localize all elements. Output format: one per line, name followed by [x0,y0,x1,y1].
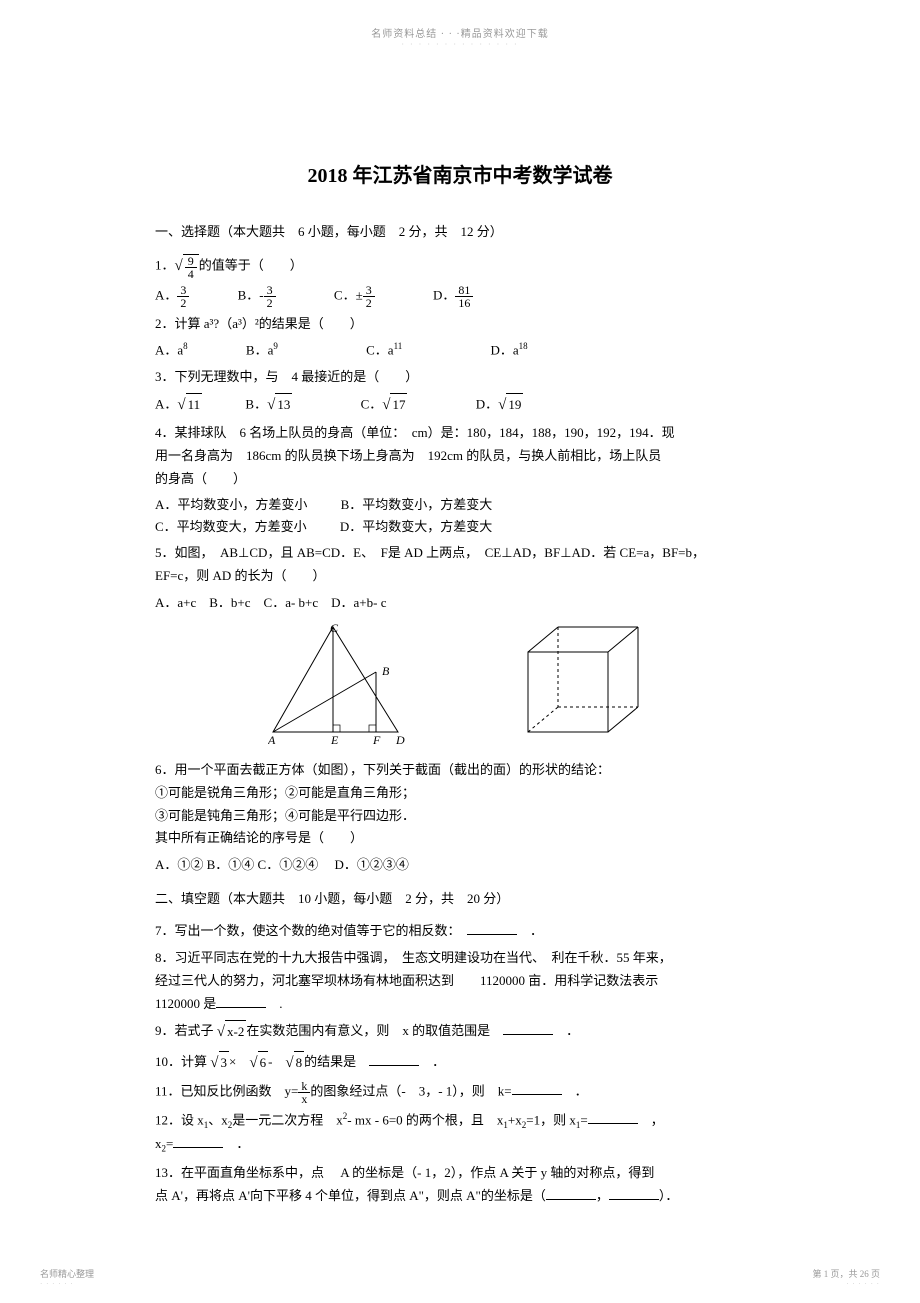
q1-opt-a: A．32 [155,284,189,309]
q5-options: A．a+c B．b+c C．a- b+c D．a+b- c [155,592,765,614]
question-4: 4．某排球队 6 名场上队员的身高（单位： cm）是：180，184，188，1… [155,422,765,490]
question-6: 6．用一个平面去截正方体（如图），下列关于截面（截出的面）的形状的结论： ①可能… [155,759,765,850]
blank-field [546,1187,596,1200]
q4-opt-a: A．平均数变小，方差变小 [155,497,307,512]
q3-options: A．11 B．13 C．17 D．19 [155,393,765,419]
question-5: 5．如图， AB⊥CD，且 AB=CD．E、 F是 AD 上两点， CE⊥AD，… [155,542,765,588]
q1-opt-b: B．-32 [238,284,276,309]
content-area: 2018 年江苏省南京市中考数学试卷 一、选择题（本大题共 6 小题，每小题 2… [0,49,920,1207]
question-11: 11．已知反比例函数 y=kx的图象经过点（- 3，- 1），则 k= ． [155,1080,765,1105]
footer-left: 名师精心整理 [40,1267,94,1280]
q2-opt-b: B．a9 [246,339,278,361]
question-9: 9．若式子 x-2在实数范围内有意义，则 x 的取值范围是 ． [155,1019,765,1045]
question-7: 7．写出一个数，使这个数的绝对值等于它的相反数： ． [155,920,765,943]
blank-field [369,1053,419,1066]
svg-text:E: E [330,733,339,747]
q2-opt-c: C．a11 [366,339,402,361]
question-10: 10．计算 3× 6- 8的结果是 ． [155,1050,765,1076]
q2-opt-d: D．a18 [491,339,528,361]
svg-text:C: C [330,622,339,635]
page-title: 2018 年江苏省南京市中考数学试卷 [155,159,765,193]
svg-text:B: B [382,664,390,678]
q1-stem-prefix: 1． [155,257,175,272]
q4-options: A．平均数变小，方差变小 B．平均数变小，方差变大 C．平均数变大，方差变小 D… [155,494,765,538]
footer-dots-left: · · · · · · [40,1280,94,1288]
svg-text:F: F [372,733,381,747]
blank-field [503,1022,553,1035]
footer-right: 第 1 页，共 26 页 [812,1267,880,1280]
q1-opt-d: D．8116 [433,284,473,309]
section2-header: 二、填空题（本大题共 10 小题，每小题 2 分，共 20 分） [155,888,765,910]
q2-options: A．a8 B．a9 C．a11 D．a18 [155,339,765,361]
blank-field [173,1135,223,1148]
q1-options: A．32 B．-32 C．±32 D．8116 [155,284,765,309]
question-13: 13．在平面直角坐标系中，点 A 的坐标是（- 1，2），作点 A 关于 y 轴… [155,1162,765,1208]
question-8: 8．习近平同志在党的十九大报告中强调， 生态文明建设功在当代、 利在千秋．55 … [155,947,765,1015]
triangle-figure: A E F D B C [268,622,413,747]
question-12: 12．设 x1、x2是一元二次方程 x2- mx - 6=0 的两个根，且 x1… [155,1109,765,1158]
blank-field [512,1082,562,1095]
q3-opt-a: A．11 [155,393,202,419]
blank-field [216,995,266,1008]
svg-text:A: A [268,733,276,747]
svg-text:D: D [395,733,405,747]
question-3: 3．下列无理数中，与 4 最接近的是（ ） [155,366,765,389]
q2-opt-a: A．a8 [155,339,188,361]
q3-opt-c: C．17 [361,393,408,419]
figures-row: A E F D B C [155,622,765,747]
footer-dots-right: · · · · · · [812,1280,880,1288]
section1-header: 一、选择题（本大题共 6 小题，每小题 2 分，共 12 分） [155,221,765,243]
page-footer: 名师精心整理 · · · · · · 第 1 页，共 26 页 · · · · … [0,1267,920,1288]
header-watermark: 名师资料总结 · · ·精品资料欢迎下载 [0,0,920,40]
header-dots: · · · · · · · · · · · · · · [0,40,920,49]
q3-opt-b: B．13 [245,393,292,419]
question-2: 2．计算 a³?（a³）²的结果是（ ） [155,313,765,336]
q4-opt-c: C．平均数变大，方差变小 [155,519,307,534]
question-1: 1．94的值等于（ ） [155,253,765,280]
cube-figure [523,622,653,737]
q1-stem-suffix: 的值等于（ ） [199,257,303,272]
q4-opt-d: D．平均数变大，方差变大 [340,519,492,534]
sqrt-icon: 94 [175,253,199,280]
q3-opt-d: D．19 [476,393,524,419]
q6-options: A．①② B．①④ C．①②④ D．①②③④ [155,854,765,876]
blank-field [467,922,517,935]
q4-opt-b: B．平均数变小，方差变大 [341,497,493,512]
blank-field [588,1111,638,1124]
blank-field [609,1187,659,1200]
q1-opt-c: C．±32 [334,284,375,309]
